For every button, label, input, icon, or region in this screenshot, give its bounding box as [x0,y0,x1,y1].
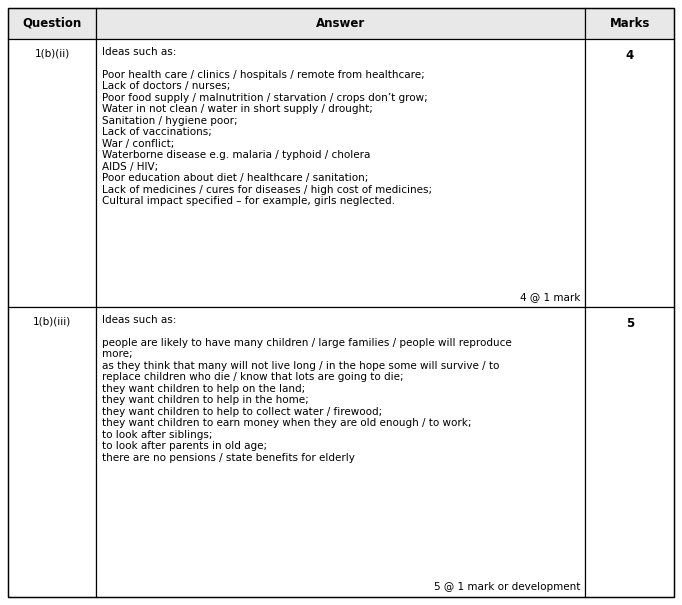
Text: Ideas such as:: Ideas such as: [102,315,176,325]
Text: Answer: Answer [316,17,366,30]
Text: 5 @ 1 mark or development: 5 @ 1 mark or development [434,582,580,592]
Text: Water in not clean / water in short supply / drought;: Water in not clean / water in short supp… [102,104,373,114]
Text: as they think that many will not live long / in the hope some will survive / to: as they think that many will not live lo… [102,361,499,371]
Text: Lack of medicines / cures for diseases / high cost of medicines;: Lack of medicines / cures for diseases /… [102,185,432,195]
Text: replace children who die / know that lots are going to die;: replace children who die / know that lot… [102,372,404,382]
Text: 1(b)(ii): 1(b)(ii) [34,48,70,59]
Text: Ideas such as:: Ideas such as: [102,47,176,57]
Text: Poor education about diet / healthcare / sanitation;: Poor education about diet / healthcare /… [102,173,368,183]
Text: Cultural impact specified – for example, girls neglected.: Cultural impact specified – for example,… [102,196,395,206]
Text: Waterborne disease e.g. malaria / typhoid / cholera: Waterborne disease e.g. malaria / typhoi… [102,150,370,160]
Text: they want children to help in the home;: they want children to help in the home; [102,395,309,405]
Text: Lack of vaccinations;: Lack of vaccinations; [102,127,212,137]
Text: Sanitation / hygiene poor;: Sanitation / hygiene poor; [102,116,237,126]
Text: War / conflict;: War / conflict; [102,139,175,149]
Bar [8,307,96,597]
Text: 1(b)(iii): 1(b)(iii) [33,316,71,327]
Bar [585,8,674,39]
Text: they want children to earn money when they are old enough / to work;: they want children to earn money when th… [102,418,471,428]
Bar [8,8,96,39]
Text: people are likely to have many children / large families / people will reproduce: people are likely to have many children … [102,338,512,348]
Text: Marks: Marks [610,17,650,30]
Text: Question: Question [23,17,82,30]
Bar [96,8,585,39]
Text: to look after parents in old age;: to look after parents in old age; [102,441,267,451]
Bar [96,307,585,597]
Text: they want children to help on the land;: they want children to help on the land; [102,384,305,394]
Bar [585,307,674,597]
Text: Lack of doctors / nurses;: Lack of doctors / nurses; [102,81,231,91]
Text: 4 @ 1 mark: 4 @ 1 mark [520,292,580,302]
Text: Poor health care / clinics / hospitals / remote from healthcare;: Poor health care / clinics / hospitals /… [102,70,425,80]
Text: they want children to help to collect water / firewood;: they want children to help to collect wa… [102,407,382,417]
Text: to look after siblings;: to look after siblings; [102,430,212,440]
Text: 5: 5 [625,316,634,330]
Bar [96,39,585,307]
Text: there are no pensions / state benefits for elderly: there are no pensions / state benefits f… [102,453,355,463]
Text: Poor food supply / malnutrition / starvation / crops don’t grow;: Poor food supply / malnutrition / starva… [102,93,428,103]
Text: more;: more; [102,349,132,359]
Bar [585,39,674,307]
Bar [8,39,96,307]
Text: AIDS / HIV;: AIDS / HIV; [102,162,158,172]
Text: 4: 4 [625,48,634,62]
